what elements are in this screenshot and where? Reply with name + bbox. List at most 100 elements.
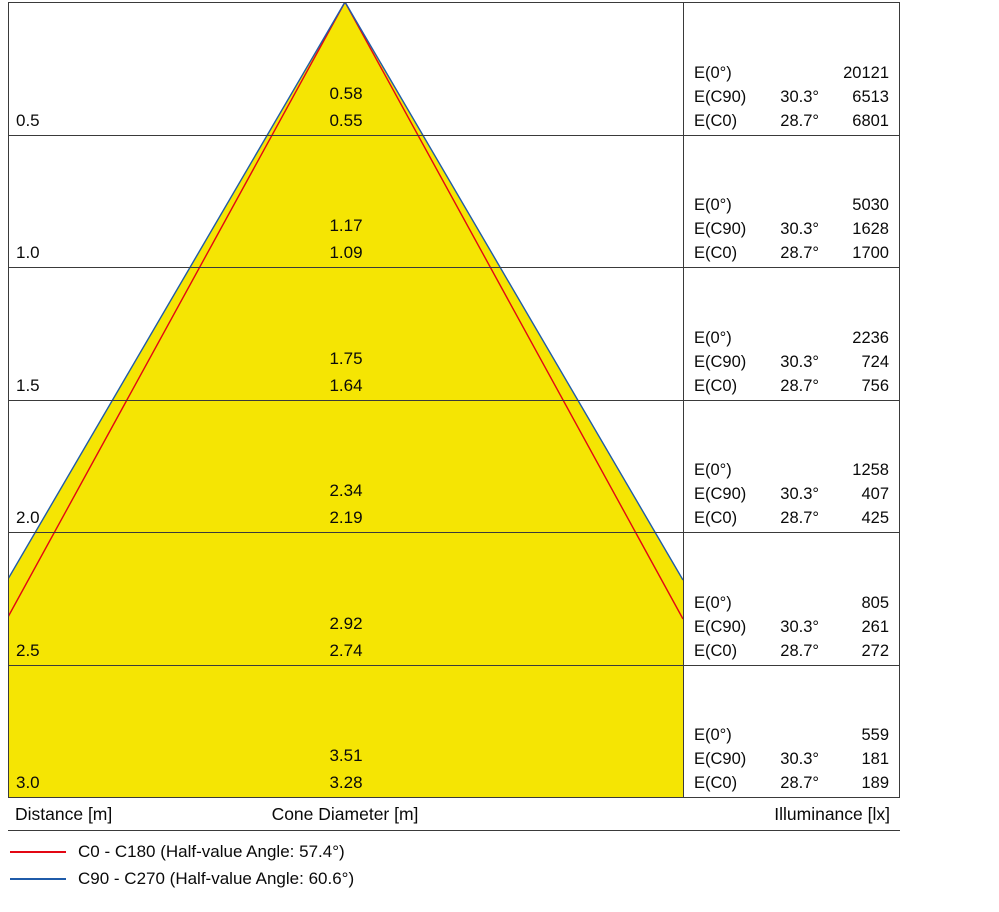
ec90-line: E(C90) 30.3° 6513: [694, 87, 889, 107]
ec0-value: 189: [861, 774, 889, 792]
ec0-label: E(C0): [694, 376, 738, 395]
distance-value: 3.0: [16, 773, 40, 792]
ec90-label: E(C90): [694, 220, 747, 238]
cone-diameter-c0-value: 1.09: [329, 243, 363, 262]
ec90-angle: 30.3°: [780, 220, 819, 238]
ec90-line: E(C90) 30.3° 261: [694, 617, 889, 637]
e0-angle: [756, 328, 819, 348]
legend-label: C0 - C180 (Half-value Angle: 57.4°): [78, 841, 345, 861]
ec0-label: E(C0): [694, 641, 738, 660]
distance-axis-label: Distance [m]: [15, 804, 113, 824]
c0-c180-line-right: [344, 2, 683, 620]
ec0-label: E(C0): [694, 244, 738, 262]
e0-label: E(0°): [694, 593, 732, 612]
ec0-line: E(C0) 28.7° 425: [694, 508, 889, 528]
c0-c180-line-swatch: [10, 850, 66, 853]
ec90-angle: 30.3°: [780, 352, 819, 371]
column-divider: [683, 3, 684, 797]
ec0-value: 1700: [852, 244, 889, 262]
illuminance-block: E(0°) 1258 E(C90) 30.3° 407 E(C0) 28.7° …: [684, 460, 899, 528]
c90-c270-line-left: [8, 2, 346, 580]
ec0-value: 425: [861, 509, 889, 527]
ec0-angle: 28.7°: [780, 509, 819, 527]
ec90-angle: 30.3°: [780, 617, 819, 636]
cone-diameter-c90-value: 0.58: [329, 83, 363, 103]
cone-row-1.0m: 1.0 1.17 1.09 E(0°) 5030 E(C90) 30.3° 16…: [9, 136, 899, 268]
ec90-line: E(C90) 30.3° 407: [694, 484, 889, 504]
cone-table: 0.5 0.58 0.55 E(0°) 20121 E(C90) 30.3° 6…: [8, 2, 900, 798]
c90-c270-line-right: [344, 2, 683, 581]
distance-value: 1.5: [16, 375, 40, 395]
ec90-line: E(C90) 30.3° 1628: [694, 219, 889, 239]
illuminance-axis-label: Illuminance [lx]: [774, 804, 890, 824]
e0-line: E(0°) 2236: [694, 328, 889, 348]
ec0-angle: 28.7°: [780, 376, 819, 395]
ec0-line: E(C0) 28.7° 272: [694, 641, 889, 661]
legend-item-c0-c180: C0 - C180 (Half-value Angle: 57.4°): [10, 838, 354, 865]
ec90-label: E(C90): [694, 485, 747, 503]
c90-c270-line-swatch: [10, 877, 66, 880]
e0-angle: [756, 195, 819, 215]
cone-row-1.5m: 1.5 1.75 1.64 E(0°) 2236 E(C90) 30.3° 72…: [9, 268, 899, 401]
cone-diameter-c90-value: 2.34: [329, 481, 363, 500]
ec90-value: 724: [861, 352, 889, 371]
ec0-value: 272: [861, 641, 889, 660]
e0-angle: [756, 460, 819, 480]
ec90-value: 1628: [852, 220, 889, 238]
cone-diameter-c90-value: 1.17: [329, 216, 363, 235]
ec90-value: 261: [861, 617, 889, 636]
e0-label: E(0°): [694, 63, 732, 82]
cone-row-2.0m: 2.0 2.34 2.19 E(0°) 1258 E(C90) 30.3° 40…: [9, 401, 899, 533]
cone-diameter-c90-value: 1.75: [329, 348, 363, 368]
e0-line: E(0°) 5030: [694, 195, 889, 215]
cone-row-0.5m: 0.5 0.58 0.55 E(0°) 20121 E(C90) 30.3° 6…: [9, 3, 899, 136]
e0-value: 559: [861, 726, 889, 744]
cone-diameter-c0-value: 0.55: [329, 110, 363, 130]
illuminance-block: E(0°) 559 E(C90) 30.3° 181 E(C0) 28.7° 1…: [684, 725, 899, 793]
cone-diameter-c90-value: 3.51: [329, 746, 363, 765]
distance-value: 1.0: [16, 243, 40, 262]
legend-item-c90-c270: C90 - C270 (Half-value Angle: 60.6°): [10, 865, 354, 892]
ec0-angle: 28.7°: [780, 641, 819, 660]
cone-row-3.0m: 3.0 3.51 3.28 E(0°) 559 E(C90) 30.3° 181…: [9, 666, 899, 798]
legend-label: C90 - C270 (Half-value Angle: 60.6°): [78, 868, 355, 888]
ec0-line: E(C0) 28.7° 1700: [694, 243, 889, 263]
illuminance-block: E(0°) 805 E(C90) 30.3° 261 E(C0) 28.7° 2…: [684, 593, 899, 661]
ec90-label: E(C90): [694, 87, 747, 106]
distance-value: 2.5: [16, 640, 40, 660]
e0-angle: [756, 63, 819, 83]
e0-value: 1258: [852, 461, 889, 479]
e0-line: E(0°) 559: [694, 725, 889, 745]
e0-line: E(0°) 1258: [694, 460, 889, 480]
ec0-angle: 28.7°: [780, 774, 819, 792]
cone-diameter-c0-value: 3.28: [329, 773, 363, 792]
ec0-line: E(C0) 28.7° 189: [694, 773, 889, 793]
cone-row-2.5m: 2.5 2.92 2.74 E(0°) 805 E(C90) 30.3° 261…: [9, 533, 899, 666]
e0-value: 805: [861, 593, 889, 612]
ec0-value: 6801: [852, 111, 889, 130]
e0-angle: [756, 725, 819, 745]
illuminance-block: E(0°) 20121 E(C90) 30.3° 6513 E(C0) 28.7…: [684, 63, 899, 131]
ec0-label: E(C0): [694, 774, 738, 792]
ec90-label: E(C90): [694, 352, 747, 371]
ec0-label: E(C0): [694, 111, 738, 130]
c0-c180-line-left: [8, 2, 346, 618]
ec90-value: 407: [861, 485, 889, 503]
ec0-angle: 28.7°: [780, 244, 819, 262]
e0-label: E(0°): [694, 726, 732, 744]
e0-angle: [756, 593, 819, 613]
illuminance-block: E(0°) 5030 E(C90) 30.3° 1628 E(C0) 28.7°…: [684, 195, 899, 263]
e0-value: 5030: [852, 196, 889, 214]
ec0-angle: 28.7°: [780, 111, 819, 130]
ec90-angle: 30.3°: [780, 750, 819, 768]
e0-label: E(0°): [694, 196, 732, 214]
e0-value: 20121: [843, 63, 889, 82]
ec90-value: 6513: [852, 87, 889, 106]
ec0-line: E(C0) 28.7° 6801: [694, 111, 889, 131]
distance-value: 2.0: [16, 508, 40, 527]
ec90-label: E(C90): [694, 617, 747, 636]
cone-diameter-c90-value: 2.92: [329, 613, 363, 633]
ec90-angle: 30.3°: [780, 87, 819, 106]
ec0-label: E(C0): [694, 509, 738, 527]
